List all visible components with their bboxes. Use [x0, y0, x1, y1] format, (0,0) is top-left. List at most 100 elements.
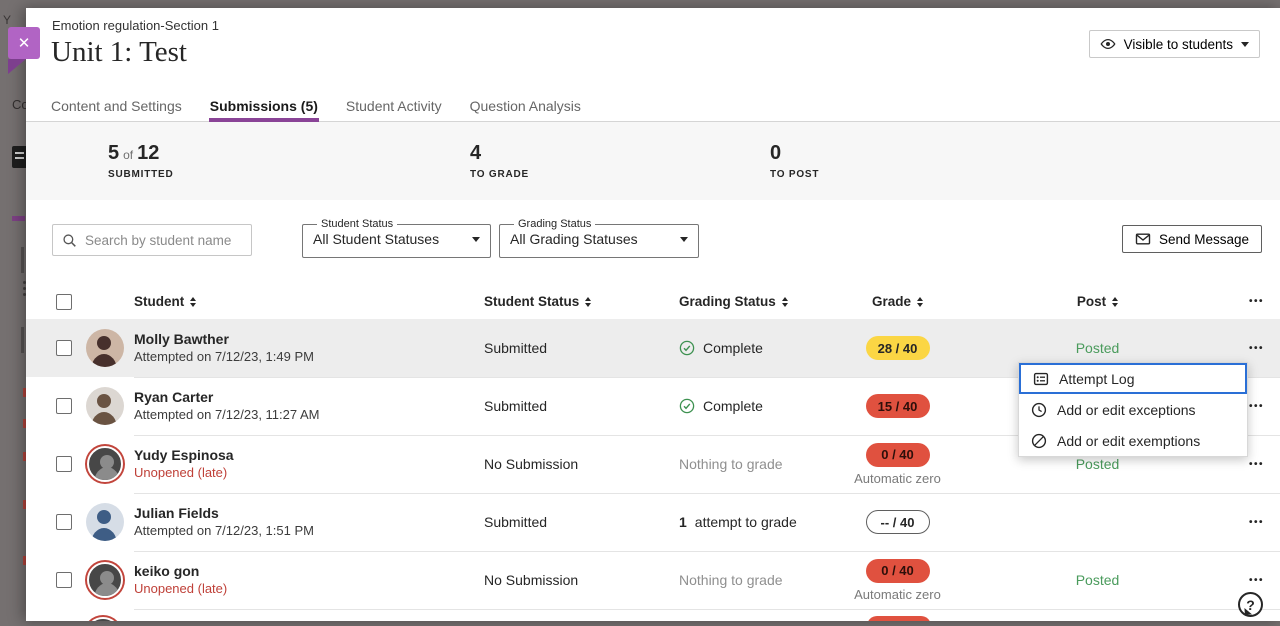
- student-name[interactable]: Ryan Carter: [134, 389, 320, 406]
- help-button[interactable]: ?: [1238, 592, 1263, 617]
- page-title: Unit 1: Test: [51, 36, 187, 69]
- stat-of-label: of: [123, 148, 133, 162]
- tab-bar: Content and Settings Submissions (5) Stu…: [26, 90, 1280, 122]
- student-cell: Molly Bawther Attempted on 7/12/23, 1:49…: [86, 329, 460, 367]
- row-menu-button[interactable]: •••: [1240, 459, 1264, 470]
- grading-status-text: Complete: [703, 398, 763, 414]
- table-row[interactable]: keiko gon Unopened (late) No Submission …: [26, 551, 1280, 609]
- table-header: Student Student Status Grading Status Gr…: [26, 284, 1280, 319]
- post-status: Posted: [955, 572, 1240, 588]
- student-cell: Julian Fields Attempted on 7/12/23, 1:51…: [86, 503, 460, 541]
- student-attempt-info: Unopened (late): [134, 580, 227, 597]
- menu-item-add-exceptions[interactable]: Add or edit exceptions: [1019, 394, 1247, 425]
- avatar: [87, 562, 123, 598]
- row-checkbox[interactable]: [56, 456, 72, 472]
- row-checkbox[interactable]: [56, 340, 72, 356]
- grade-pill[interactable]: -- / 40: [866, 510, 930, 534]
- student-name[interactable]: Molly Bawther: [134, 331, 314, 348]
- grade-cell: 15 / 40: [840, 394, 955, 418]
- column-header-grade[interactable]: Grade: [840, 294, 955, 309]
- grade-cell: 0 / 40 Automatic zero: [840, 443, 955, 486]
- student-status-cell: Submitted: [460, 398, 655, 414]
- student-status-cell: No Submission: [460, 572, 655, 588]
- tab-submissions[interactable]: Submissions (5): [209, 90, 319, 121]
- student-status-cell: No Submission: [460, 456, 655, 472]
- stat-label: TO POST: [770, 169, 1280, 180]
- menu-item-label: Add or edit exceptions: [1057, 402, 1196, 418]
- column-header-grading-status[interactable]: Grading Status: [655, 294, 840, 309]
- student-status-cell: Submitted: [460, 340, 655, 356]
- menu-item-add-exemptions[interactable]: Add or edit exemptions: [1019, 425, 1247, 456]
- grade-pill[interactable]: 15 / 40: [866, 394, 930, 418]
- tab-content-and-settings[interactable]: Content and Settings: [50, 90, 183, 121]
- select-all-checkbox[interactable]: [56, 294, 72, 310]
- column-header-student-status[interactable]: Student Status: [460, 294, 655, 309]
- send-message-button[interactable]: Send Message: [1122, 225, 1262, 253]
- row-menu-button[interactable]: •••: [1240, 517, 1264, 528]
- grading-status-label: Grading Status: [514, 218, 595, 230]
- student-attempt-info: Unopened (late): [134, 464, 234, 481]
- close-panel-button[interactable]: ✕: [8, 27, 40, 59]
- stat-total: 12: [137, 142, 159, 165]
- avatar: [86, 387, 124, 425]
- grade-cell: 0 / 40 Automatic zero: [840, 559, 955, 602]
- column-label: Grading Status: [679, 294, 776, 309]
- complete-check-icon: [679, 398, 695, 414]
- post-status: Posted: [955, 456, 1240, 472]
- student-name[interactable]: keiko gon: [134, 563, 227, 580]
- search-icon: [62, 233, 77, 248]
- stat-value: 0: [770, 142, 781, 165]
- grade-pill[interactable]: 0 / 40: [866, 559, 930, 583]
- visibility-dropdown-button[interactable]: Visible to students: [1089, 30, 1260, 58]
- column-header-post[interactable]: Post: [955, 294, 1240, 309]
- grading-status-cell: Complete: [655, 340, 840, 356]
- complete-check-icon: [679, 340, 695, 356]
- visibility-label: Visible to students: [1124, 37, 1233, 52]
- grading-count: 1: [679, 514, 687, 530]
- send-message-label: Send Message: [1159, 232, 1249, 247]
- stats-bar: 5 of 12 SUBMITTED 4 TO GRADE 0 TO POST: [26, 122, 1280, 200]
- attempt-log-icon: [1033, 371, 1049, 387]
- table-row[interactable]: Julian Fields Attempted on 7/12/23, 1:51…: [26, 493, 1280, 551]
- row-menu-button[interactable]: •••: [1240, 343, 1264, 354]
- column-label: Post: [1077, 294, 1106, 309]
- student-name[interactable]: Yudy Espinosa: [134, 447, 234, 464]
- block-icon: [1031, 433, 1047, 449]
- grading-status-cell: Complete: [655, 398, 840, 414]
- student-status-label: Student Status: [317, 218, 397, 230]
- avatar: [86, 329, 124, 367]
- backdrop-fragment: [21, 247, 24, 273]
- stat-to-post: 0 TO POST: [770, 142, 1280, 180]
- student-search: [52, 224, 252, 256]
- column-label: Grade: [872, 294, 911, 309]
- tab-question-analysis[interactable]: Question Analysis: [469, 90, 582, 121]
- grade-pill[interactable]: 0 / 40: [866, 443, 930, 467]
- grade-cell: 28 / 40: [840, 336, 955, 360]
- row-menu-button[interactable]: •••: [1240, 575, 1264, 586]
- sort-icon: [917, 297, 923, 307]
- grade-pill[interactable]: 28 / 40: [866, 336, 930, 360]
- row-checkbox[interactable]: [56, 514, 72, 530]
- column-label: Student: [134, 294, 184, 309]
- partial-table-row: [26, 609, 1280, 621]
- sort-icon: [190, 297, 196, 307]
- tab-student-activity[interactable]: Student Activity: [345, 90, 443, 121]
- student-name[interactable]: Julian Fields: [134, 505, 314, 522]
- search-input[interactable]: [85, 225, 249, 255]
- menu-item-attempt-log[interactable]: Attempt Log: [1019, 363, 1247, 394]
- backdrop-fragment: [12, 216, 25, 221]
- grading-status-text: Nothing to grade: [679, 572, 783, 588]
- grading-status-text: Nothing to grade: [679, 456, 783, 472]
- table-overflow-menu-button[interactable]: •••: [1240, 296, 1264, 307]
- chevron-down-icon: [1241, 42, 1249, 47]
- student-attempt-info: Attempted on 7/12/23, 1:51 PM: [134, 522, 314, 539]
- grading-status-cell: 1 attempt to grade: [655, 514, 840, 530]
- row-checkbox[interactable]: [56, 572, 72, 588]
- column-header-student[interactable]: Student: [86, 294, 460, 309]
- grade-note: Automatic zero: [854, 587, 941, 602]
- grading-status-select[interactable]: Grading Status All Grading Statuses: [499, 218, 699, 258]
- close-button-fold: [8, 59, 26, 74]
- stat-value: 5: [108, 142, 119, 165]
- student-status-select[interactable]: Student Status All Student Statuses: [302, 218, 491, 258]
- row-checkbox[interactable]: [56, 398, 72, 414]
